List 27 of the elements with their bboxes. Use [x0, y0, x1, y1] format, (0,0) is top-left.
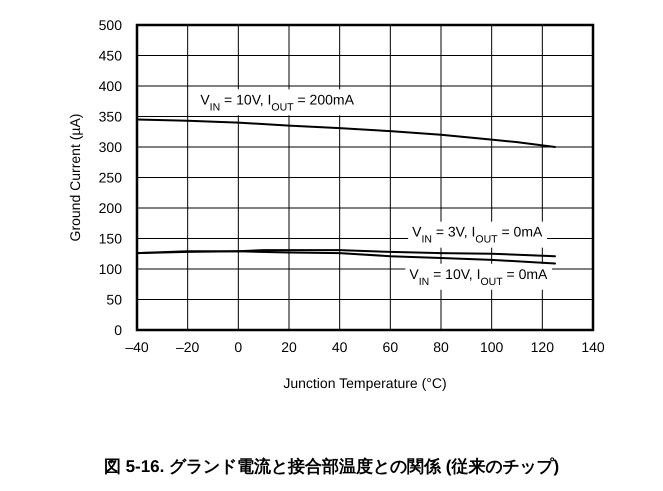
y-tick-label: 400: [98, 78, 122, 94]
x-tick-label: 100: [480, 339, 504, 355]
y-tick-label: 200: [98, 200, 122, 216]
x-tick-label: 60: [382, 339, 398, 355]
y-tick-label: 300: [98, 139, 122, 155]
y-tick-label: 150: [98, 230, 122, 246]
y-tick-label: 100: [98, 261, 122, 277]
y-axis-title: Ground Current (µA): [67, 114, 83, 242]
x-tick-label: –20: [176, 339, 200, 355]
y-tick-label: 50: [106, 292, 122, 308]
series-label: V$_{IN}$ = 3V, I$_{OUT}$ = 0mA: [412, 224, 543, 246]
y-tick-label: 0: [114, 322, 122, 338]
x-axis-title: Junction Temperature (°C): [283, 375, 447, 391]
series-label: V$_{IN}$ = 10V, I$_{OUT}$ = 200mA: [200, 91, 355, 114]
y-tick-label: 250: [98, 170, 122, 186]
x-tick-label: –40: [125, 339, 149, 355]
y-tick-label: 450: [98, 48, 122, 64]
y-tick-label: 500: [98, 17, 122, 33]
x-tick-label: 40: [332, 339, 348, 355]
x-tick-label: 140: [581, 339, 605, 355]
x-tick-label: 0: [234, 339, 242, 355]
x-tick-label: 20: [281, 339, 297, 355]
x-tick-label: 120: [530, 339, 554, 355]
series-label: V$_{IN}$ = 10V, I$_{OUT}$ = 0mA: [409, 266, 548, 288]
x-tick-label: 80: [433, 339, 449, 355]
text: 図 5-16. グランド電流と接合部温度との関係 (従来のチップ): [104, 457, 560, 476]
y-tick-label: 350: [98, 108, 122, 124]
